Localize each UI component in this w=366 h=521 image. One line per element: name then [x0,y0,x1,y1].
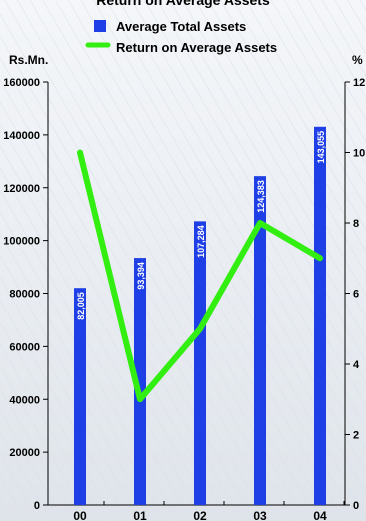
y-axis-left-label: Rs.Mn. [9,53,48,67]
bar-04 [314,126,326,506]
bar-01 [134,258,146,505]
bar-value-label: 107,284 [196,225,206,258]
x-tick-label: 03 [253,509,267,521]
x-tick-label: 00 [73,509,87,521]
bar-value-label: 93,394 [136,262,146,290]
legend-bar-swatch [94,20,106,32]
line-point-00 [77,150,83,155]
line-point-02 [197,326,203,332]
legend-label-line: Return on Average Assets [116,40,277,55]
y-left-tick-label: 140000 [3,130,40,142]
y-left-tick-label: 20000 [9,447,40,459]
y-left-tick-label: 0 [34,500,40,512]
bar-02 [194,221,206,505]
y-right-tick-label: 10 [353,148,365,160]
x-tick-label: 01 [133,509,147,521]
y-right-tick-label: 0 [353,500,359,512]
x-tick-label: 04 [313,509,327,521]
y-right-tick-label: 2 [353,430,359,442]
y-right-tick-label: 4 [353,359,360,371]
y-right-tick-label: 8 [353,218,359,230]
bar-00 [74,288,86,505]
legend-label-bar: Average Total Assets [116,19,246,34]
y-left-tick-label: 120000 [3,183,40,195]
line-point-01 [137,396,143,402]
chart-title: Return on Average Assets [96,0,270,8]
y-left-tick-label: 40000 [9,394,40,406]
y-axis-right-label: % [352,53,363,67]
y-right-tick-label: 6 [353,289,359,301]
bar-value-label: 124,383 [256,180,266,213]
bar-value-label: 143,055 [316,131,326,164]
line-point-04 [317,255,323,261]
y-right-tick-label: 12 [353,77,365,89]
y-left-tick-label: 100000 [3,236,40,248]
bar-value-label: 82,005 [76,292,86,320]
line-point-03 [257,220,263,226]
x-tick-label: 02 [193,509,207,521]
bar-03 [254,176,266,505]
y-left-tick-label: 160000 [3,77,40,89]
y-left-tick-label: 60000 [9,341,40,353]
y-left-tick-label: 80000 [9,289,40,301]
